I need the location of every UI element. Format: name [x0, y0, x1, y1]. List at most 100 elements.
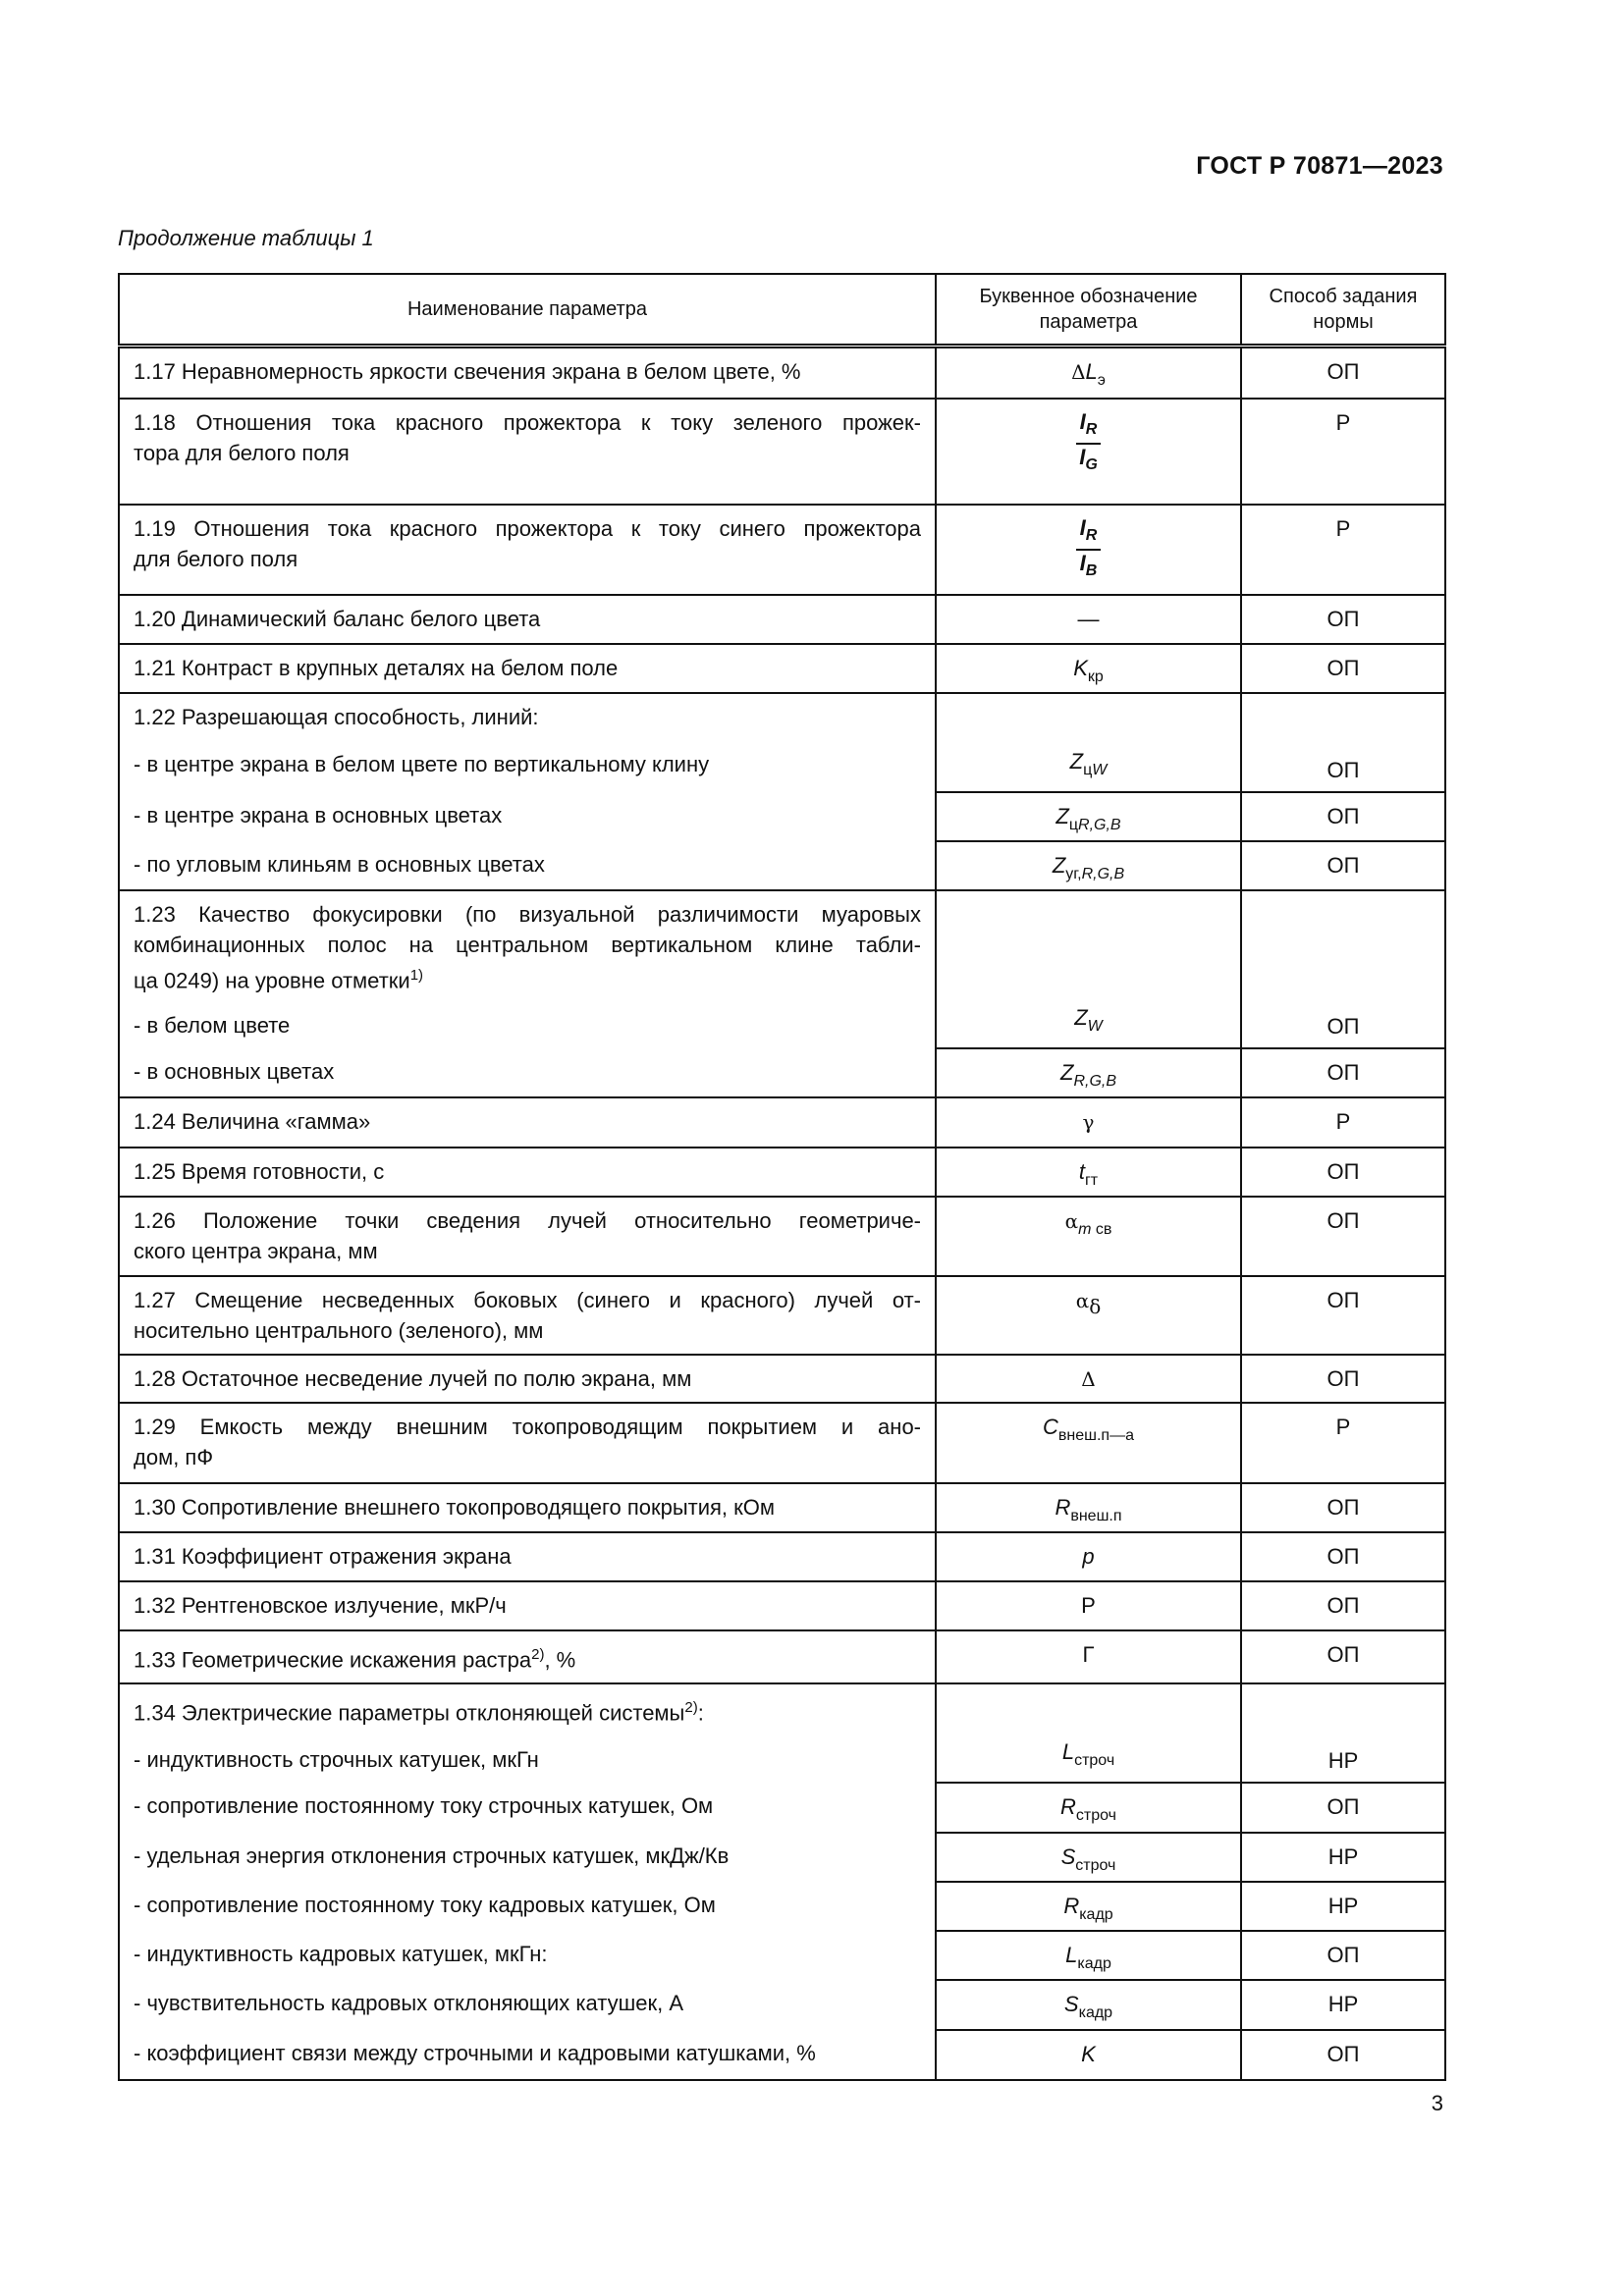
- parameter-text: 1.33 Геометрические искажения растра: [134, 1647, 532, 1673]
- fraction-numerator: IR: [1075, 409, 1102, 445]
- table-row: - в основных цветах ZR,G,B ОП: [118, 1046, 1446, 1098]
- symbol-part: p: [1082, 1543, 1095, 1569]
- symbol-part: K: [1073, 655, 1088, 680]
- symbol-cell: ΔLэ: [935, 345, 1242, 400]
- norm-cell: ОП: [1240, 1530, 1446, 1582]
- parameter-text: ского центра экрана, мм: [134, 1238, 378, 1263]
- parameter-name-line: - сопротивление постоянному току строчны…: [134, 1790, 921, 1821]
- parameter-text: - индуктивность кадровых катушек, мкГн:: [134, 1942, 548, 1967]
- parameter-name-line: - чувствительность кадровых отклоняющих …: [134, 1988, 921, 2018]
- symbol-part: K: [1081, 2042, 1096, 2067]
- parameter-name-cell: 1.29 Емкость между внешним токопроводящи…: [118, 1401, 937, 1484]
- parameter-name-line: 1.30 Сопротивление внешнего токопроводящ…: [134, 1492, 921, 1522]
- symbol-part: строч: [1075, 1857, 1116, 1875]
- parameter-name-cell: 1.26 Положение точки сведения лучей отно…: [118, 1195, 937, 1277]
- parameter-symbol: Sкадр: [1063, 1992, 1112, 2021]
- symbol-part: Z: [1056, 803, 1069, 828]
- parameter-name-cell: 1.22 Разрешающая способность, линий: - в …: [118, 691, 937, 792]
- norm-cell: ОП: [1240, 1046, 1446, 1098]
- symbol-part: кадр: [1078, 2004, 1113, 2022]
- symbol-part: B: [1085, 561, 1098, 579]
- symbol-part: S: [1060, 1844, 1076, 1870]
- parameter-text: носительно центрального (зеленого), мм: [134, 1317, 544, 1343]
- parameter-text: 1.21 Контраст в крупных деталях на белом…: [134, 655, 619, 680]
- parameter-text: ца 0249) на уровне отметки: [134, 967, 410, 992]
- norm-cell: Р: [1240, 503, 1446, 596]
- parameter-text: - в центре экрана в белом цвете по верти…: [134, 751, 710, 776]
- parameter-name-cell: 1.19 Отношения тока красного прожектора …: [118, 503, 937, 596]
- parameter-name-line: - в белом цвете: [134, 1010, 921, 1041]
- table-row: 1.31 Коэффициент отражения экрана p ОП: [118, 1530, 1446, 1582]
- parameter-name-cell: 1.34 Электрические параметры отклоняющей…: [118, 1682, 937, 1784]
- parameter-text: 1.29 Емкость между внешним токопроводящи…: [134, 1414, 921, 1439]
- parameter-text: 1.19 Отношения тока красного прожектора …: [134, 515, 921, 541]
- table-row: 1.17 Неравномерность яркости свечения эк…: [118, 345, 1446, 400]
- symbol-cell: γ: [935, 1095, 1242, 1148]
- parameter-text: - коэффициент связи между строчными и ка…: [134, 2041, 816, 2066]
- parameter-name-line: ского центра экрана, мм: [134, 1236, 921, 1266]
- parameter-symbol: Sстроч: [1060, 1844, 1116, 1874]
- symbol-part: α: [1064, 1208, 1079, 1233]
- symbol-part: R: [1085, 526, 1098, 544]
- symbol-part: t: [1078, 1158, 1085, 1184]
- symbol-part: уг,: [1065, 865, 1082, 882]
- norm-cell: ОП: [1240, 790, 1446, 842]
- table-row: 1.26 Положение точки сведения лучей отно…: [118, 1195, 1446, 1277]
- symbol-part: Z: [1069, 748, 1084, 774]
- symbol-cell: Δ: [935, 1353, 1242, 1404]
- parameter-text: - сопротивление постоянному току строчны…: [134, 1793, 714, 1819]
- symbol-cell: K: [935, 2029, 1242, 2082]
- symbol-part: G: [1085, 455, 1098, 473]
- parameter-symbol: Rвнеш.п: [1055, 1495, 1121, 1524]
- parameter-name-cell: 1.23 Качество фокусировки (по визуальной…: [118, 888, 937, 1048]
- table-header-row: Наименование параметра Буквенное обознач…: [118, 273, 1446, 348]
- norm-cell: ОП: [1240, 2029, 1446, 2082]
- parameter-name-cell: 1.31 Коэффициент отражения экрана: [118, 1530, 937, 1582]
- parameter-name-cell: - в основных цветах: [118, 1047, 937, 1098]
- table-row: 1.34 Электрические параметры отклоняющей…: [118, 1682, 1446, 1785]
- symbol-cell: Sстроч: [935, 1832, 1242, 1884]
- fraction-symbol: IR IG: [1075, 409, 1102, 478]
- table-row: 1.23 Качество фокусировки (по визуальной…: [118, 888, 1446, 1049]
- symbol-part: I: [1079, 550, 1086, 575]
- column-header-norm: Способ задания нормы: [1240, 273, 1446, 348]
- parameter-symbol: tгт: [1078, 1158, 1098, 1189]
- norm-cell: ОП: [1240, 1930, 1446, 1982]
- parameter-text: комбинационных полос на центральном верт…: [134, 932, 921, 957]
- table-row: - чувствительность кадровых отклоняющих …: [118, 1979, 1446, 2032]
- symbol-cell: ZW: [935, 888, 1242, 1049]
- table-row: 1.18 Отношения тока красного прожектора …: [118, 397, 1446, 506]
- parameter-name-line: 1.20 Динамический баланс белого цвета: [134, 604, 921, 634]
- parameter-symbol: Г: [1083, 1642, 1095, 1667]
- parameter-name-cell: 1.21 Контраст в крупных деталях на белом…: [118, 642, 937, 694]
- parameter-text-suffix: , %: [544, 1647, 576, 1673]
- table-row: 1.25 Время готовности, с tгт ОП: [118, 1146, 1446, 1198]
- parameter-text: - сопротивление постоянному току кадровы…: [134, 1893, 716, 1918]
- symbol-part: R,G,B: [1078, 816, 1121, 833]
- table-row: 1.21 Контраст в крупных деталях на белом…: [118, 642, 1446, 694]
- parameter-name-line: - индуктивность строчных катушек, мкГн: [134, 1744, 921, 1775]
- parameter-name-line: 1.22 Разрешающая способность, линий:: [134, 702, 921, 732]
- parameter-name-cell: - удельная энергия отклонения строчных к…: [118, 1833, 937, 1883]
- parameter-text: 1.18 Отношения тока красного прожектора …: [134, 409, 921, 435]
- norm-cell: ОП: [1240, 345, 1446, 400]
- symbol-part: кадр: [1079, 1906, 1113, 1924]
- table-row: - сопротивление постоянному току строчны…: [118, 1782, 1446, 1835]
- norm-cell: ОП: [1240, 1481, 1446, 1533]
- parameter-text: для белого поля: [134, 546, 298, 571]
- symbol-part: L: [1085, 359, 1098, 384]
- symbol-part: S: [1063, 1992, 1079, 2017]
- parameter-text: - чувствительность кадровых отклоняющих …: [134, 1991, 684, 2016]
- parameter-text: 1.32 Рентгеновское излучение, мкР/ч: [134, 1592, 507, 1618]
- parameter-name-cell: 1.25 Время готовности, с: [118, 1146, 937, 1198]
- symbol-part: Δ: [1081, 1366, 1096, 1391]
- footnote-ref: 1): [409, 966, 424, 984]
- table-row: 1.29 Емкость между внешним токопроводящи…: [118, 1401, 1446, 1484]
- parameter-name-line: тора для белого поля: [134, 438, 921, 468]
- norm-cell: Р: [1240, 1095, 1446, 1148]
- parameter-name-line: 1.26 Положение точки сведения лучей отно…: [134, 1205, 921, 1236]
- symbol-part: γ: [1082, 1109, 1095, 1134]
- symbol-part: L: [1061, 1739, 1075, 1765]
- symbol-part: Z: [1059, 1059, 1074, 1085]
- parameter-name-cell: 1.30 Сопротивление внешнего токопроводящ…: [118, 1481, 937, 1533]
